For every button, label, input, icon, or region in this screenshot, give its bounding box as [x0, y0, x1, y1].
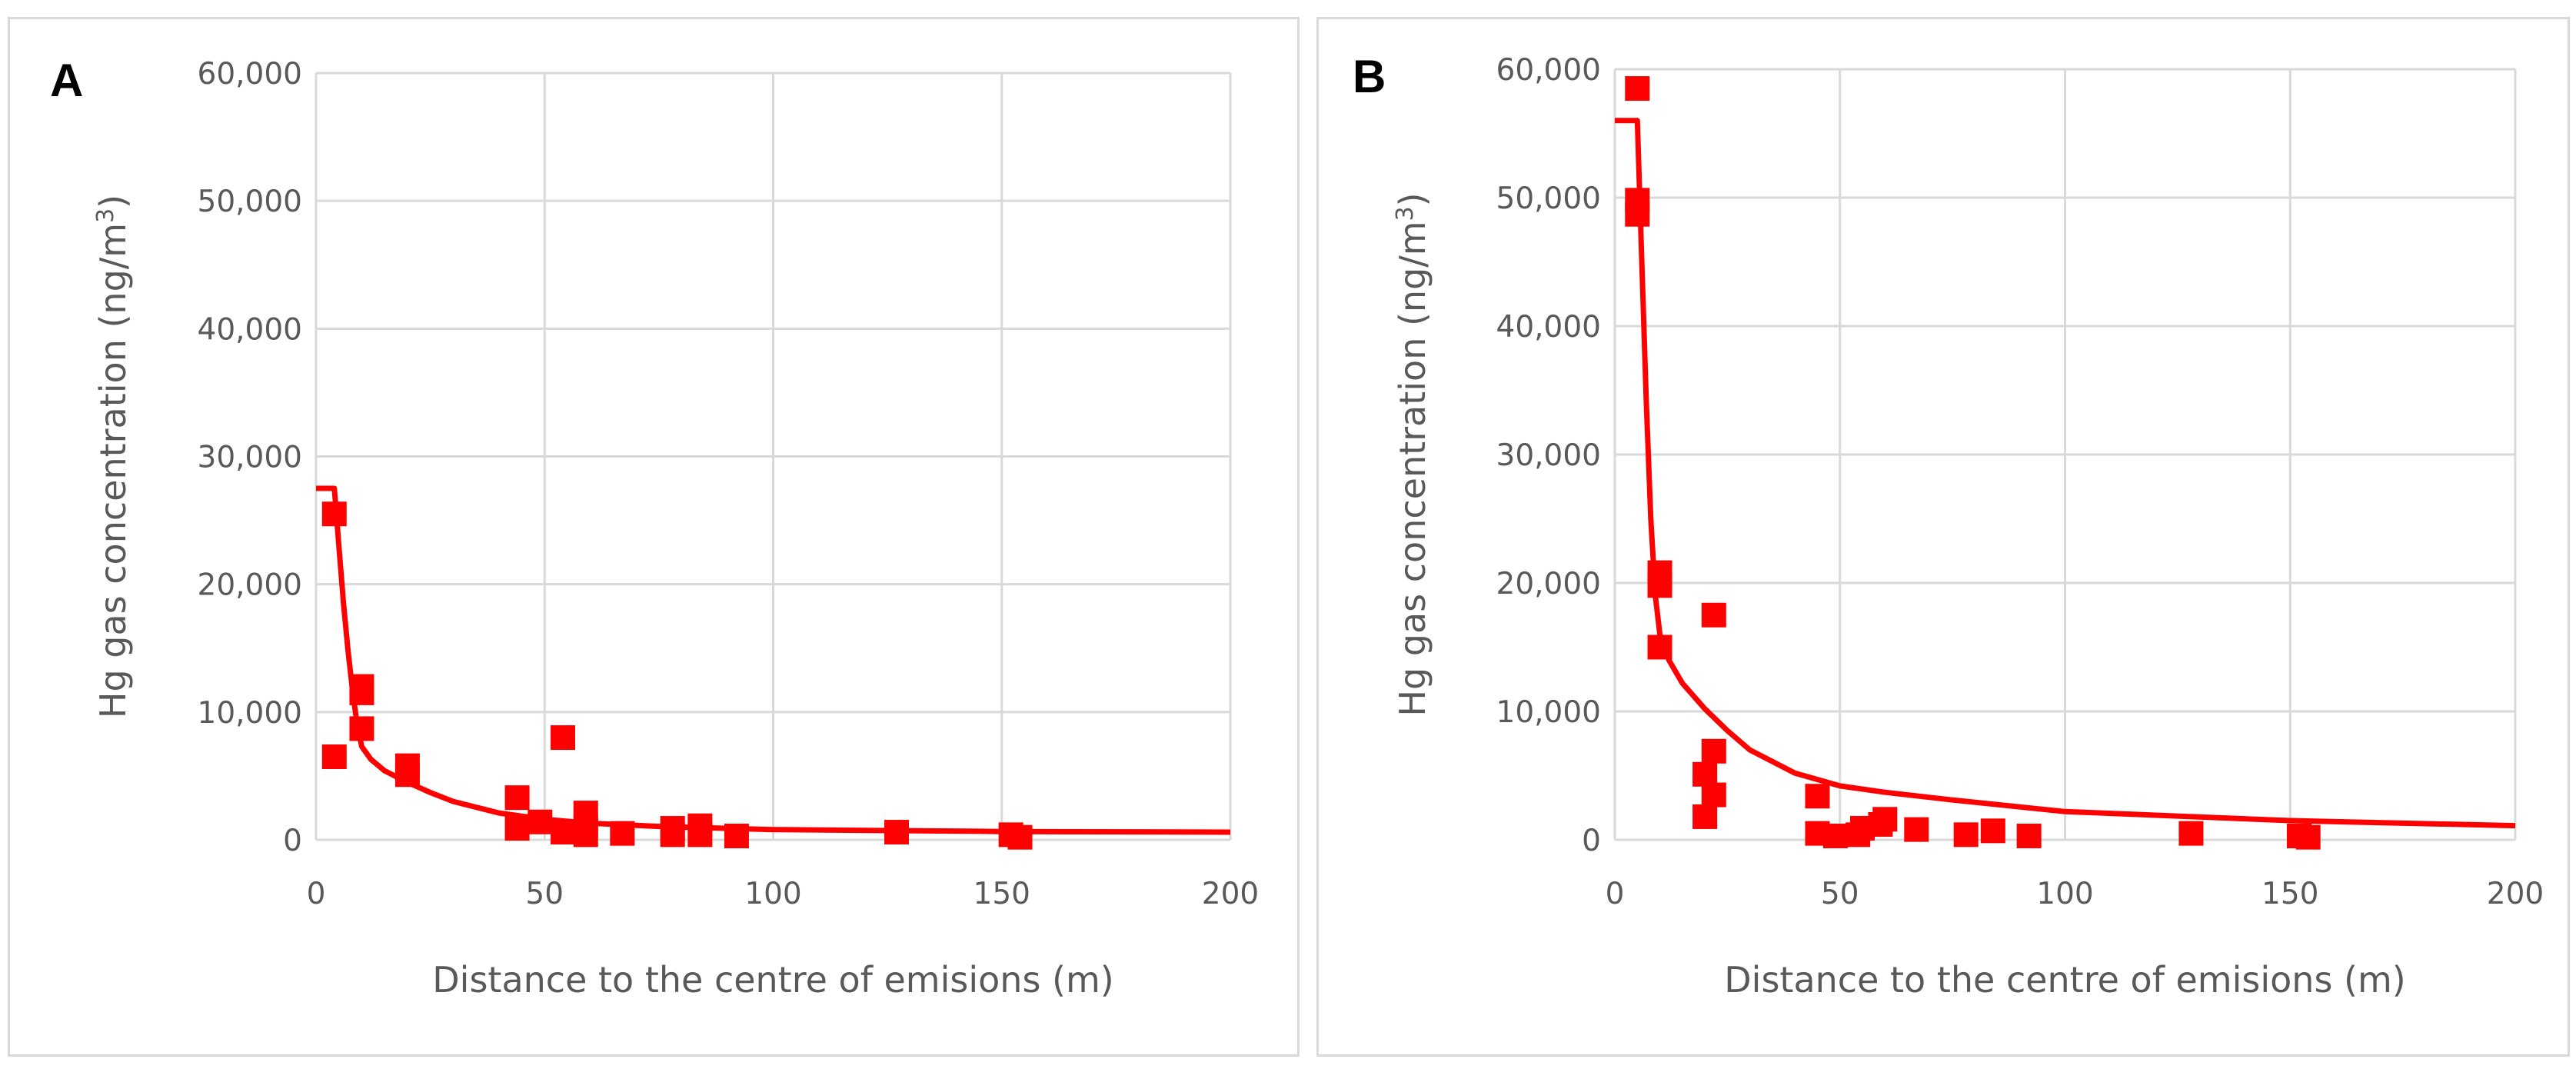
data-point: [1625, 76, 1650, 102]
y-tick-label: 30,000: [198, 441, 302, 475]
data-point: [1701, 782, 1726, 808]
y-tick-label: 40,000: [1496, 310, 1601, 345]
y-tick-label: 50,000: [198, 185, 302, 219]
y-tick-label: 50,000: [1496, 181, 1601, 216]
y-axis-title-superscript: 3: [92, 208, 119, 223]
data-point: [1980, 818, 2005, 844]
data-point: [1625, 201, 1650, 227]
data-point: [1647, 573, 1672, 598]
data-point: [551, 820, 576, 845]
data-point: [1692, 804, 1718, 829]
y-axis-title: Hg gas concentration (ng/m3): [92, 195, 134, 718]
chart-b-svg: B 0 10,000 20,000 30,000 40,000 50,000 60,000 0 5…: [1353, 51, 2544, 1001]
x-tick-label: 100: [2036, 877, 2093, 911]
data-point: [2016, 823, 2042, 848]
data-point: [551, 725, 576, 751]
data-point: [1822, 823, 1848, 848]
chart-panel-b: B 0 10,000 20,000 30,000 40,000 50,000 60,000 0 5…: [1316, 17, 2570, 1057]
x-tick-label: 200: [1202, 877, 1259, 911]
data-point: [349, 716, 374, 741]
data-point: [504, 785, 530, 811]
y-tick-label: 60,000: [198, 57, 302, 92]
panel-label: A: [50, 55, 83, 106]
y-axis-title-main: Hg gas concentration (ng/m: [92, 223, 134, 718]
data-point: [528, 809, 553, 834]
chart-panel-a: A 0 10,000 20,000 30,000 40,000 50,000 60,000 0 5…: [8, 17, 1300, 1057]
y-tick-label: 20,000: [1496, 567, 1601, 601]
data-point: [1647, 634, 1672, 660]
data-point: [349, 680, 374, 705]
x-tick-label: 100: [744, 877, 801, 911]
data-point: [1701, 738, 1726, 764]
y-axis-title-main: Hg gas concentration (ng/m: [1392, 221, 1433, 716]
data-point: [573, 822, 598, 848]
y-tick-label: 60,000: [1496, 53, 1601, 88]
x-tick-label: 0: [307, 877, 326, 911]
trend-line: [1615, 118, 2516, 829]
y-axis-title-end: ): [92, 195, 134, 208]
y-tick-label: 20,000: [198, 568, 302, 603]
data-point: [724, 824, 749, 849]
chart-a-svg: A 0 10,000 20,000 30,000 40,000 50,000 60,000 0 5…: [50, 55, 1259, 1001]
x-axis-title: Distance to the centre of emisions (m): [1724, 959, 2405, 1001]
x-tick-label: 50: [525, 877, 564, 911]
data-point: [1692, 761, 1718, 787]
panel-label: B: [1353, 51, 1386, 102]
data-point: [687, 822, 713, 848]
data-point: [884, 820, 910, 845]
x-tick-label: 200: [2487, 877, 2544, 911]
data-point: [2178, 821, 2204, 846]
data-point: [1904, 817, 1929, 842]
y-tick-label: 30,000: [1496, 438, 1601, 473]
x-axis-title: Distance to the centre of emisions (m): [432, 959, 1113, 1001]
data-point: [660, 822, 685, 848]
y-tick-label: 10,000: [198, 696, 302, 731]
y-tick-label: 40,000: [198, 312, 302, 347]
x-tick-label: 0: [1606, 877, 1625, 911]
data-point: [610, 821, 635, 846]
x-tick-label: 150: [2261, 877, 2318, 911]
x-tick-label: 150: [973, 877, 1030, 911]
y-axis-title-end: ): [1392, 192, 1433, 206]
data-point: [321, 744, 347, 769]
y-axis-title-superscript: 3: [1392, 206, 1419, 221]
data-point: [394, 762, 420, 788]
y-axis-title: Hg gas concentration (ng/m3): [1392, 192, 1433, 716]
y-tick-label: 0: [1582, 824, 1601, 858]
data-point: [2295, 824, 2321, 850]
data-point: [1805, 784, 1830, 809]
y-tick-label: 10,000: [1496, 695, 1601, 730]
data-point: [1701, 602, 1726, 628]
data-point: [1007, 824, 1033, 850]
data-point: [1872, 807, 1898, 832]
x-tick-label: 50: [1821, 877, 1859, 911]
data-point: [321, 501, 347, 527]
data-point: [504, 816, 530, 841]
data-point: [1953, 822, 1979, 848]
y-tick-label: 0: [283, 824, 302, 858]
